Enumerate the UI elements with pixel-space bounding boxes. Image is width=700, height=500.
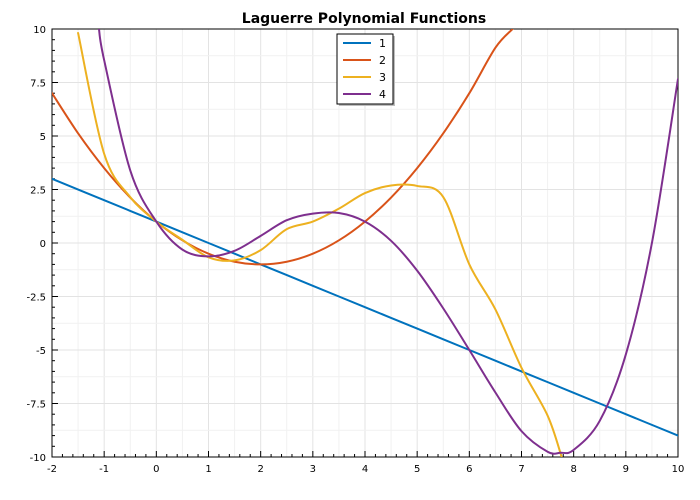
x-tick-label: 3	[310, 464, 316, 475]
legend: 1 2 3 4	[336, 33, 395, 106]
legend-label-1: 1	[379, 37, 386, 50]
x-tick-label: 9	[623, 464, 629, 475]
y-tick-label: 0	[40, 239, 46, 250]
y-tick-label: -5	[36, 346, 46, 357]
x-tick-label: 6	[466, 464, 472, 475]
y-tick-label: -10	[30, 453, 46, 464]
x-tick-label: 5	[414, 464, 420, 475]
x-tick-label: 0	[153, 464, 159, 475]
series-layer	[52, 29, 678, 457]
legend-label-2: 2	[379, 54, 386, 67]
x-tick-label: 10	[672, 464, 685, 475]
x-tick-label: -2	[47, 464, 57, 475]
x-tick-label: 7	[518, 464, 524, 475]
y-tick-label: -2.5	[26, 293, 46, 304]
x-tick-label: 2	[257, 464, 263, 475]
y-tick-label: 7.5	[30, 79, 46, 90]
y-tick-label: 10	[33, 25, 46, 36]
series-line-4	[97, 29, 678, 455]
x-tick-label: -1	[99, 464, 109, 475]
y-tick-label: 5	[40, 132, 46, 143]
y-tick-label: 2.5	[30, 186, 46, 197]
chart-title: Laguerre Polynomial Functions	[242, 11, 486, 27]
y-tick-label: -7.5	[26, 400, 46, 411]
legend-label-4: 4	[379, 88, 386, 101]
x-tick-label: 8	[570, 464, 576, 475]
legend-label-3: 3	[379, 71, 386, 84]
x-tick-label: 4	[362, 464, 368, 475]
x-tick-label: 1	[205, 464, 211, 475]
legend-box	[336, 33, 394, 105]
series-clip-group	[52, 29, 678, 457]
